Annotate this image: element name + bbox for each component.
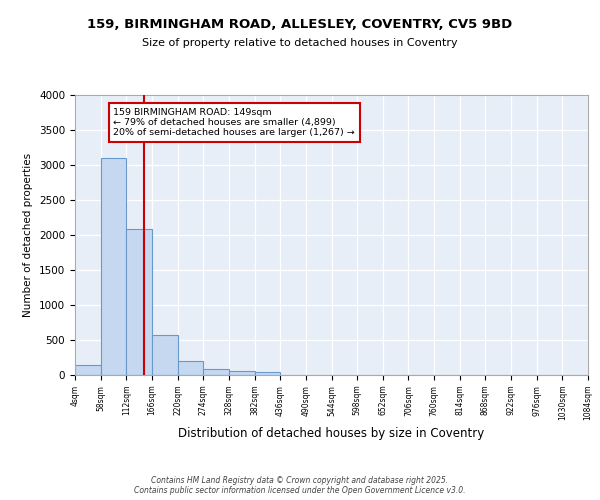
Bar (203, 370, 229, 375)
X-axis label: Distribution of detached houses by size in Coventry: Distribution of detached houses by size … (178, 428, 485, 440)
Y-axis label: Number of detached properties: Number of detached properties (23, 153, 34, 317)
Bar (254, 372, 280, 375)
Text: 159, BIRMINGHAM ROAD, ALLESLEY, COVENTRY, CV5 9BD: 159, BIRMINGHAM ROAD, ALLESLEY, COVENTRY… (88, 18, 512, 30)
Bar (75, 365, 101, 375)
Text: Size of property relative to detached houses in Coventry: Size of property relative to detached ho… (142, 38, 458, 48)
Text: Contains HM Land Registry data © Crown copyright and database right 2025.
Contai: Contains HM Land Registry data © Crown c… (134, 476, 466, 495)
Text: 159 BIRMINGHAM ROAD: 149sqm
← 79% of detached houses are smaller (4,899)
20% of : 159 BIRMINGHAM ROAD: 149sqm ← 79% of det… (113, 108, 355, 138)
Bar (229, 371, 254, 375)
Bar (152, 335, 178, 375)
Bar (127, 228, 152, 375)
Bar (178, 361, 203, 375)
Bar (101, 158, 127, 375)
